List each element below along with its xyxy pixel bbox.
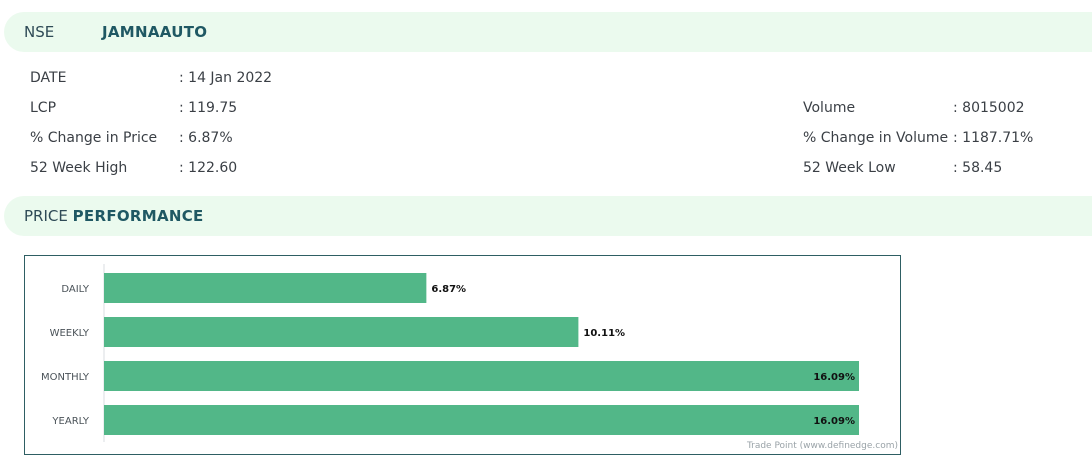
value-label-weekly: 10.11% [583,328,625,339]
price-performance-chart: DAILY 6.87% WEEKLY 10.11% MONTHLY 16.09% YEARL… [24,255,901,455]
stat-label-52w-high: 52 Week High [30,160,128,176]
price-performance-title: PRICE PERFORMANCE [24,207,204,225]
chart-credit: Trade Point (www.definedge.com) [746,441,898,451]
stat-value-52w-high: : 122.60 [179,160,238,176]
stat-value-lcp: : 119.75 [179,100,238,116]
bar-monthly [104,361,859,391]
stock-header-band: NSE JAMNAAUTO [4,12,1092,52]
stat-label-volume: Volume [803,100,856,116]
stock-symbol: JAMNAAUTO [102,23,208,41]
value-label-monthly: 16.09% [813,372,855,383]
value-label-yearly: 16.09% [813,416,855,427]
bar-weekly [104,317,579,347]
value-label-daily: 6.87% [431,284,466,295]
price-performance-band: PRICE PERFORMANCE [4,196,1092,236]
bar-chart-svg: DAILY 6.87% WEEKLY 10.11% MONTHLY 16.09% YEARL… [41,264,859,442]
stat-label-price-change: % Change in Price [30,130,158,146]
bar-daily [104,273,427,303]
bar-yearly [104,405,859,435]
stat-value-volume-change: : 1187.71% [953,130,1034,146]
stat-value-52w-low: : 58.45 [953,160,1003,176]
stat-value-price-change: : 6.87% [179,130,233,146]
stat-value-volume: : 8015002 [953,100,1025,116]
title-prefix: PRICE [24,207,68,225]
stat-label-lcp: LCP [30,100,57,116]
category-label-monthly: MONTHLY [41,372,90,383]
stat-label-52w-low: 52 Week Low [803,160,896,176]
title-bold: PERFORMANCE [72,207,204,225]
category-label-yearly: YEARLY [51,416,89,427]
stat-label-date: DATE [30,70,67,86]
category-label-weekly: WEEKLY [50,328,90,339]
stat-value-date: : 14 Jan 2022 [179,70,273,86]
exchange-label: NSE [24,23,55,41]
stat-label-volume-change: % Change in Volume [803,130,949,146]
category-label-daily: DAILY [61,284,90,295]
